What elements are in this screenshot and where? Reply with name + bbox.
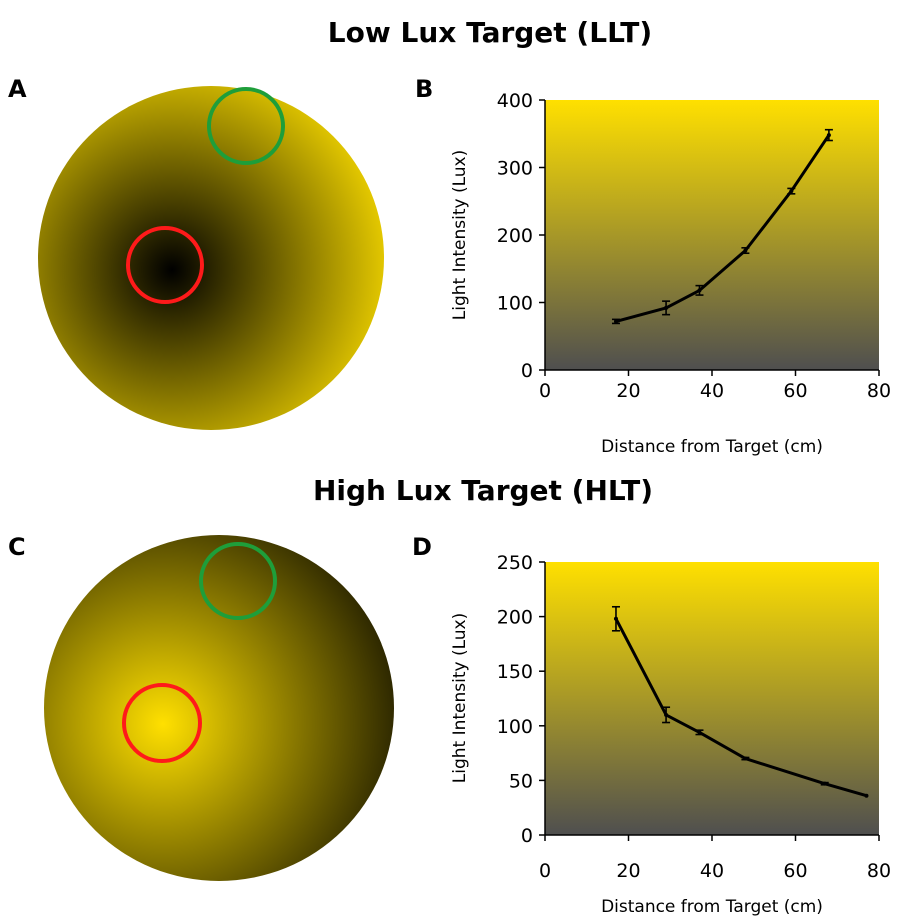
x-tick-label-b-4: 80 — [867, 380, 891, 402]
x-tick-label-d-0: 0 — [539, 860, 551, 882]
data-point-d-2 — [695, 729, 704, 736]
data-point-d-4 — [820, 781, 829, 786]
y-tick-label-b-0: 0 — [521, 360, 533, 382]
y-axis-label-d: Light Intensity (Lux) — [450, 613, 470, 784]
panel-letter-a: A — [8, 75, 27, 103]
y-tick-label-d-5: 250 — [497, 552, 533, 574]
x-tick-label-b-0: 0 — [539, 380, 551, 402]
panel-letter-d: D — [412, 533, 432, 561]
hlt-red-circle — [122, 683, 202, 763]
hlt-disc — [44, 535, 394, 881]
x-tick-label-d-2: 40 — [700, 860, 724, 882]
panel-a-target-disc — [38, 86, 384, 430]
data-point-b-4 — [787, 187, 796, 195]
y-axis-label-b: Light Intensity (Lux) — [450, 150, 470, 321]
marker-b-2 — [697, 288, 702, 293]
panel-letter-c: C — [8, 533, 26, 561]
data-point-b-5 — [824, 128, 833, 142]
marker-b-3 — [743, 248, 748, 253]
series-line-d — [614, 617, 868, 798]
x-tick-label-b-3: 60 — [783, 380, 807, 402]
x-axis-label-b: Distance from Target (cm) — [601, 437, 823, 457]
marker-b-4 — [789, 189, 794, 194]
y-tick-label-b-2: 200 — [497, 225, 533, 247]
marker-d-3 — [743, 756, 748, 761]
data-point-b-0 — [611, 318, 620, 325]
x-tick-label-d-1: 20 — [616, 860, 640, 882]
x-tick-label-d-4: 80 — [867, 860, 891, 882]
panel-letter-b: B — [415, 75, 433, 103]
data-point-b-3 — [741, 247, 750, 255]
data-point-d-1 — [662, 706, 671, 724]
y-tick-label-d-0: 0 — [521, 825, 533, 847]
panel-b-chart: 0 100 200 300 400 0 20 40 60 80 Distance from Tar… — [450, 90, 891, 457]
marker-b-0 — [613, 319, 618, 324]
y-tick-label-d-1: 50 — [509, 770, 533, 792]
y-tick-label-b-1: 100 — [497, 293, 533, 315]
marker-b-5 — [826, 133, 831, 138]
title-high-lux-target: High Lux Target (HLT) — [313, 474, 653, 507]
y-tick-label-d-3: 150 — [497, 661, 533, 683]
llt-green-circle — [207, 87, 285, 165]
llt-red-circle — [126, 226, 204, 304]
y-tick-label-d-2: 100 — [497, 716, 533, 738]
series-line-b — [614, 133, 831, 323]
hlt-green-circle — [199, 542, 277, 620]
y-tick-label-d-4: 200 — [497, 607, 533, 629]
x-tick-label-b-2: 40 — [700, 380, 724, 402]
data-point-d-3 — [741, 756, 750, 761]
marker-d-1 — [664, 712, 669, 717]
title-low-lux-target: Low Lux Target (LLT) — [328, 16, 652, 49]
marker-d-4 — [822, 781, 827, 786]
data-point-b-1 — [662, 300, 671, 316]
panel-c-target-disc — [44, 535, 394, 881]
panel-d-chart: 0 50 100 150 200 250 0 20 40 60 80 Distance from T… — [450, 552, 891, 917]
marker-d-5 — [864, 793, 869, 798]
y-tick-label-b-3: 300 — [497, 158, 533, 180]
data-point-d-0 — [611, 605, 620, 632]
marker-b-1 — [664, 305, 669, 310]
llt-disc — [38, 86, 384, 430]
marker-d-0 — [613, 616, 618, 621]
y-tick-label-b-4: 400 — [497, 90, 533, 112]
marker-d-2 — [697, 730, 702, 735]
data-point-d-5 — [864, 793, 869, 798]
x-axis-label-d: Distance from Target (cm) — [601, 897, 823, 917]
x-tick-label-b-1: 20 — [616, 380, 640, 402]
plot-area-d — [545, 562, 879, 835]
data-point-b-2 — [695, 284, 704, 296]
x-tick-label-d-3: 60 — [783, 860, 807, 882]
